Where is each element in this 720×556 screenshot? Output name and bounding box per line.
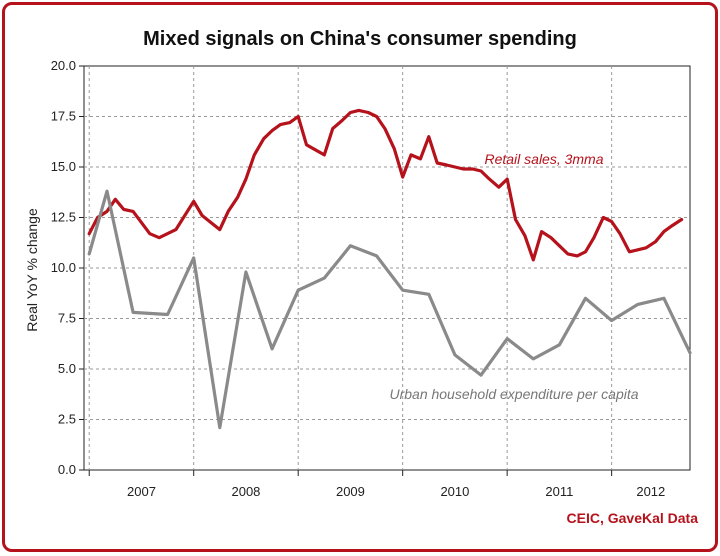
y-tick-label: 2.5 xyxy=(58,412,76,427)
y-tick-label: 15.0 xyxy=(51,159,76,174)
x-tick-label: 2012 xyxy=(636,484,665,499)
x-tick-label: 2007 xyxy=(127,484,156,499)
y-tick-label: 20.0 xyxy=(51,58,76,73)
x-tick-label: 2010 xyxy=(440,484,469,499)
x-tick-label: 2011 xyxy=(545,484,573,499)
urban-expenditure-line xyxy=(87,189,692,430)
x-tick-label: 2008 xyxy=(231,484,260,499)
y-tick-label: 5.0 xyxy=(58,361,76,376)
x-tick-label: 2009 xyxy=(336,484,365,499)
chart-title: Mixed signals on China's consumer spendi… xyxy=(143,28,577,50)
y-tick-label: 10.0 xyxy=(51,260,76,275)
y-tick-label: 17.5 xyxy=(51,109,76,124)
y-tick-label: 7.5 xyxy=(58,311,76,326)
retail-sales-label: Retail sales, 3mma xyxy=(484,151,603,167)
source-note: CEIC, GaveKal Data xyxy=(566,510,699,526)
urban-expenditure-label: Urban household expenditure per capita xyxy=(389,386,638,402)
y-tick-label: 0.0 xyxy=(58,462,76,477)
y-tick-label: 12.5 xyxy=(51,210,76,225)
retail-sales-line xyxy=(87,108,684,262)
